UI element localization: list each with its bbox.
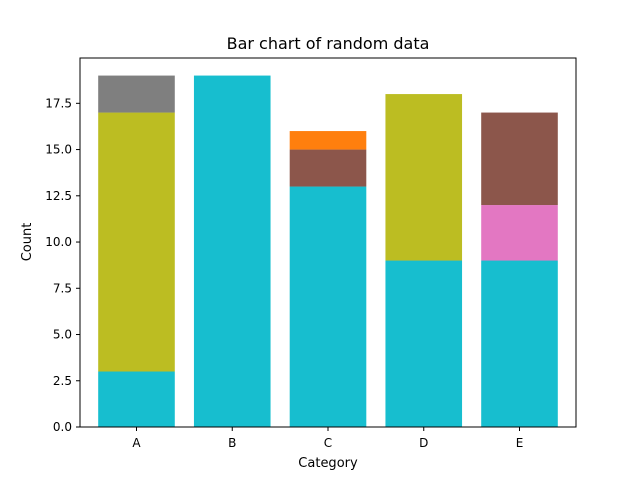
bar-segment-d-0 <box>385 260 463 427</box>
y-tick-label: 15.0 <box>45 143 72 157</box>
bars-group <box>98 75 558 427</box>
x-tick-label: B <box>228 436 236 450</box>
y-tick-label: 2.5 <box>53 374 72 388</box>
x-tick-label: E <box>516 436 524 450</box>
bar-segment-b-0 <box>193 75 271 427</box>
y-tick-label: 7.5 <box>53 281 72 295</box>
bar-segment-d-1 <box>385 94 463 261</box>
bar-segment-a-2 <box>98 75 175 113</box>
chart-title: Bar chart of random data <box>227 34 430 53</box>
y-tick-label: 10.0 <box>45 235 72 249</box>
x-tick-label: A <box>132 436 141 450</box>
bar-segment-c-0 <box>289 186 367 427</box>
y-axis-label: Count <box>20 223 35 262</box>
bar-segment-e-1 <box>481 205 558 261</box>
x-axis-label: Category <box>298 456 358 471</box>
y-ticks: 0.0 2.5 5.0 7.5 10.0 12.5 15.0 17.5 <box>45 96 80 434</box>
y-tick-label: 17.5 <box>45 96 72 110</box>
x-ticks: A B C D E <box>132 427 523 450</box>
bar-segment-c-2 <box>289 131 367 150</box>
plot-frame <box>79 57 577 428</box>
bar-segment-a-1 <box>98 112 175 372</box>
bar-segment-c-1 <box>289 149 367 187</box>
bar-segment-a-0 <box>98 371 175 427</box>
y-tick-label: 0.0 <box>53 420 72 434</box>
x-tick-label: D <box>419 436 428 450</box>
bar-segment-e-2 <box>481 112 558 206</box>
y-tick-label: 12.5 <box>45 189 72 203</box>
bar-segment-e-0 <box>481 260 558 427</box>
x-tick-label: C <box>324 436 332 450</box>
y-tick-label: 5.0 <box>53 328 72 342</box>
